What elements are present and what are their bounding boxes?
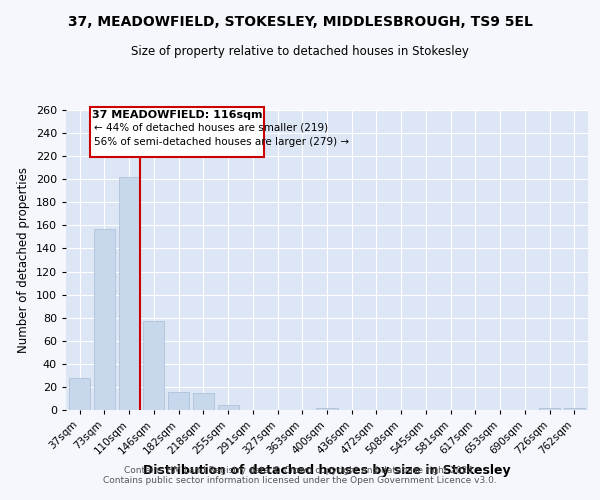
Text: 37, MEADOWFIELD, STOKESLEY, MIDDLESBROUGH, TS9 5EL: 37, MEADOWFIELD, STOKESLEY, MIDDLESBROUG… — [68, 15, 532, 29]
X-axis label: Distribution of detached houses by size in Stokesley: Distribution of detached houses by size … — [143, 464, 511, 477]
Bar — [218, 406, 239, 410]
Text: 56% of semi-detached houses are larger (279) →: 56% of semi-detached houses are larger (… — [94, 136, 349, 146]
Text: Size of property relative to detached houses in Stokesley: Size of property relative to detached ho… — [131, 45, 469, 58]
Bar — [143, 321, 164, 410]
Text: Contains HM Land Registry data © Crown copyright and database right 2024.
Contai: Contains HM Land Registry data © Crown c… — [103, 466, 497, 485]
Bar — [539, 408, 560, 410]
Text: ← 44% of detached houses are smaller (219): ← 44% of detached houses are smaller (21… — [94, 122, 328, 132]
Y-axis label: Number of detached properties: Number of detached properties — [17, 167, 30, 353]
Bar — [193, 392, 214, 410]
Bar — [564, 408, 585, 410]
Bar — [168, 392, 189, 410]
Bar — [94, 229, 115, 410]
Bar — [69, 378, 90, 410]
Text: 37 MEADOWFIELD: 116sqm: 37 MEADOWFIELD: 116sqm — [92, 110, 262, 120]
FancyBboxPatch shape — [90, 106, 264, 158]
Bar — [316, 408, 338, 410]
Bar — [119, 177, 140, 410]
